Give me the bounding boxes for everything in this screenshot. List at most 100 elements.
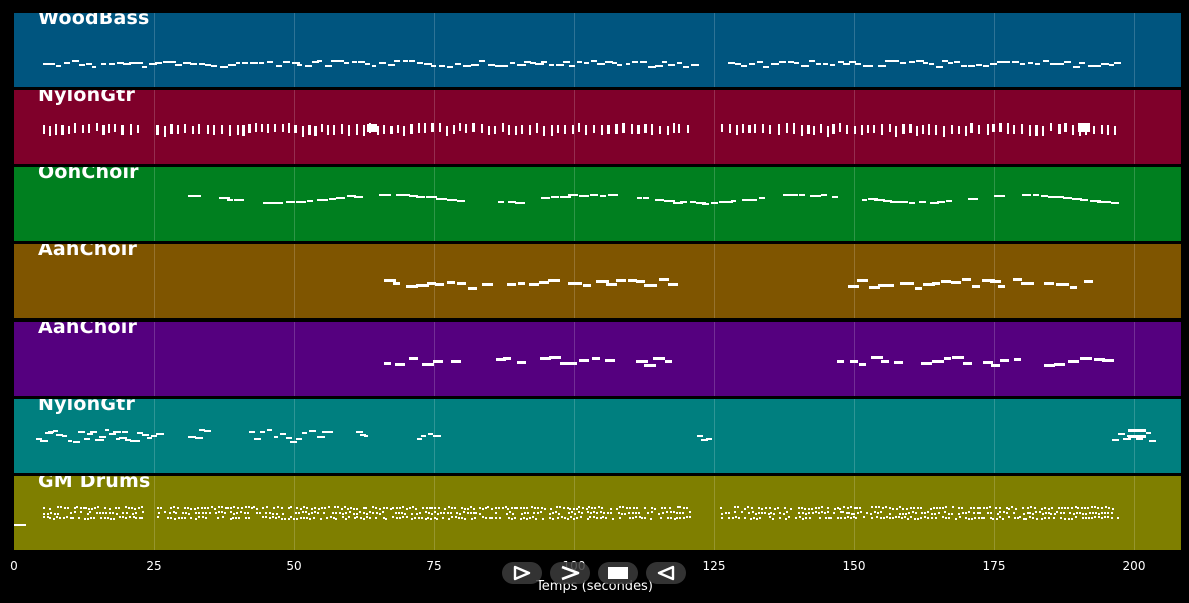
note: [686, 125, 689, 133]
note: [1097, 201, 1106, 203]
play-button[interactable]: [502, 562, 542, 584]
note: [232, 517, 235, 519]
grid-line: [714, 322, 715, 396]
note: [517, 64, 526, 66]
note: [487, 64, 495, 66]
note: [1070, 507, 1073, 509]
note: [122, 431, 129, 433]
note: [603, 512, 606, 514]
note: [406, 508, 409, 510]
grid-line: [294, 13, 295, 87]
note: [417, 123, 421, 133]
track-lane: OohChoir: [14, 167, 1181, 241]
note: [876, 516, 879, 518]
note: [415, 284, 429, 287]
note: [472, 512, 475, 514]
note: [891, 517, 894, 519]
note: [1090, 517, 1093, 519]
note: [1072, 198, 1083, 200]
note: [556, 125, 560, 133]
note: [853, 507, 856, 509]
note: [607, 125, 610, 134]
note: [909, 124, 912, 133]
note: [637, 125, 640, 134]
rewind-button[interactable]: [646, 562, 686, 584]
note: [961, 512, 964, 514]
track-label: GM Drums: [38, 476, 151, 492]
note: [438, 65, 446, 67]
note: [529, 517, 532, 519]
note: [1084, 507, 1087, 509]
fast-forward-button[interactable]: [550, 562, 590, 584]
note: [207, 507, 210, 509]
note: [779, 512, 782, 514]
note: [417, 438, 423, 440]
note: [121, 125, 124, 135]
note: [1106, 125, 1110, 135]
note: [502, 65, 509, 67]
note: [572, 508, 575, 510]
note: [735, 516, 737, 518]
stop-button[interactable]: [598, 562, 638, 584]
note: [56, 434, 64, 436]
note: [228, 64, 236, 66]
note: [1110, 512, 1113, 514]
note: [459, 513, 462, 515]
note: [837, 517, 839, 519]
note: [85, 507, 88, 509]
note: [615, 508, 618, 510]
note: [1110, 517, 1113, 519]
note: [653, 357, 665, 360]
note: [989, 280, 1002, 283]
note: [549, 513, 552, 515]
note: [832, 196, 839, 198]
note: [302, 517, 305, 519]
note: [155, 62, 162, 64]
grid-line: [154, 244, 155, 318]
note: [927, 124, 930, 135]
note: [998, 516, 1001, 518]
note: [861, 199, 868, 201]
note: [70, 512, 73, 514]
note: [306, 200, 314, 202]
note: [163, 511, 166, 513]
note: [910, 516, 913, 518]
grid-line: [294, 167, 295, 241]
note: [733, 506, 736, 508]
note: [335, 512, 338, 514]
note: [242, 62, 248, 64]
note: [1022, 194, 1032, 196]
note: [433, 511, 436, 513]
note: [1056, 63, 1064, 65]
note: [808, 60, 816, 62]
note: [268, 512, 271, 514]
note: [1069, 286, 1078, 289]
note: [194, 437, 203, 439]
note: [676, 517, 679, 519]
note: [555, 64, 564, 66]
note: [840, 517, 843, 519]
note: [463, 518, 466, 520]
note: [108, 512, 111, 514]
note: [892, 60, 899, 62]
note: [1005, 507, 1008, 509]
note: [248, 506, 250, 508]
note: [148, 63, 157, 65]
note: [262, 202, 274, 204]
note: [849, 360, 858, 363]
note: [995, 518, 998, 520]
note: [234, 199, 245, 201]
note: [747, 506, 750, 508]
note: [868, 198, 879, 200]
note: [824, 517, 827, 519]
note: [642, 197, 650, 199]
note: [970, 507, 973, 509]
note: [958, 507, 961, 509]
note: [137, 507, 140, 509]
note: [1033, 194, 1040, 196]
note: [625, 63, 631, 65]
note: [204, 512, 207, 514]
note: [902, 124, 905, 134]
note: [402, 506, 405, 508]
note: [294, 125, 297, 133]
